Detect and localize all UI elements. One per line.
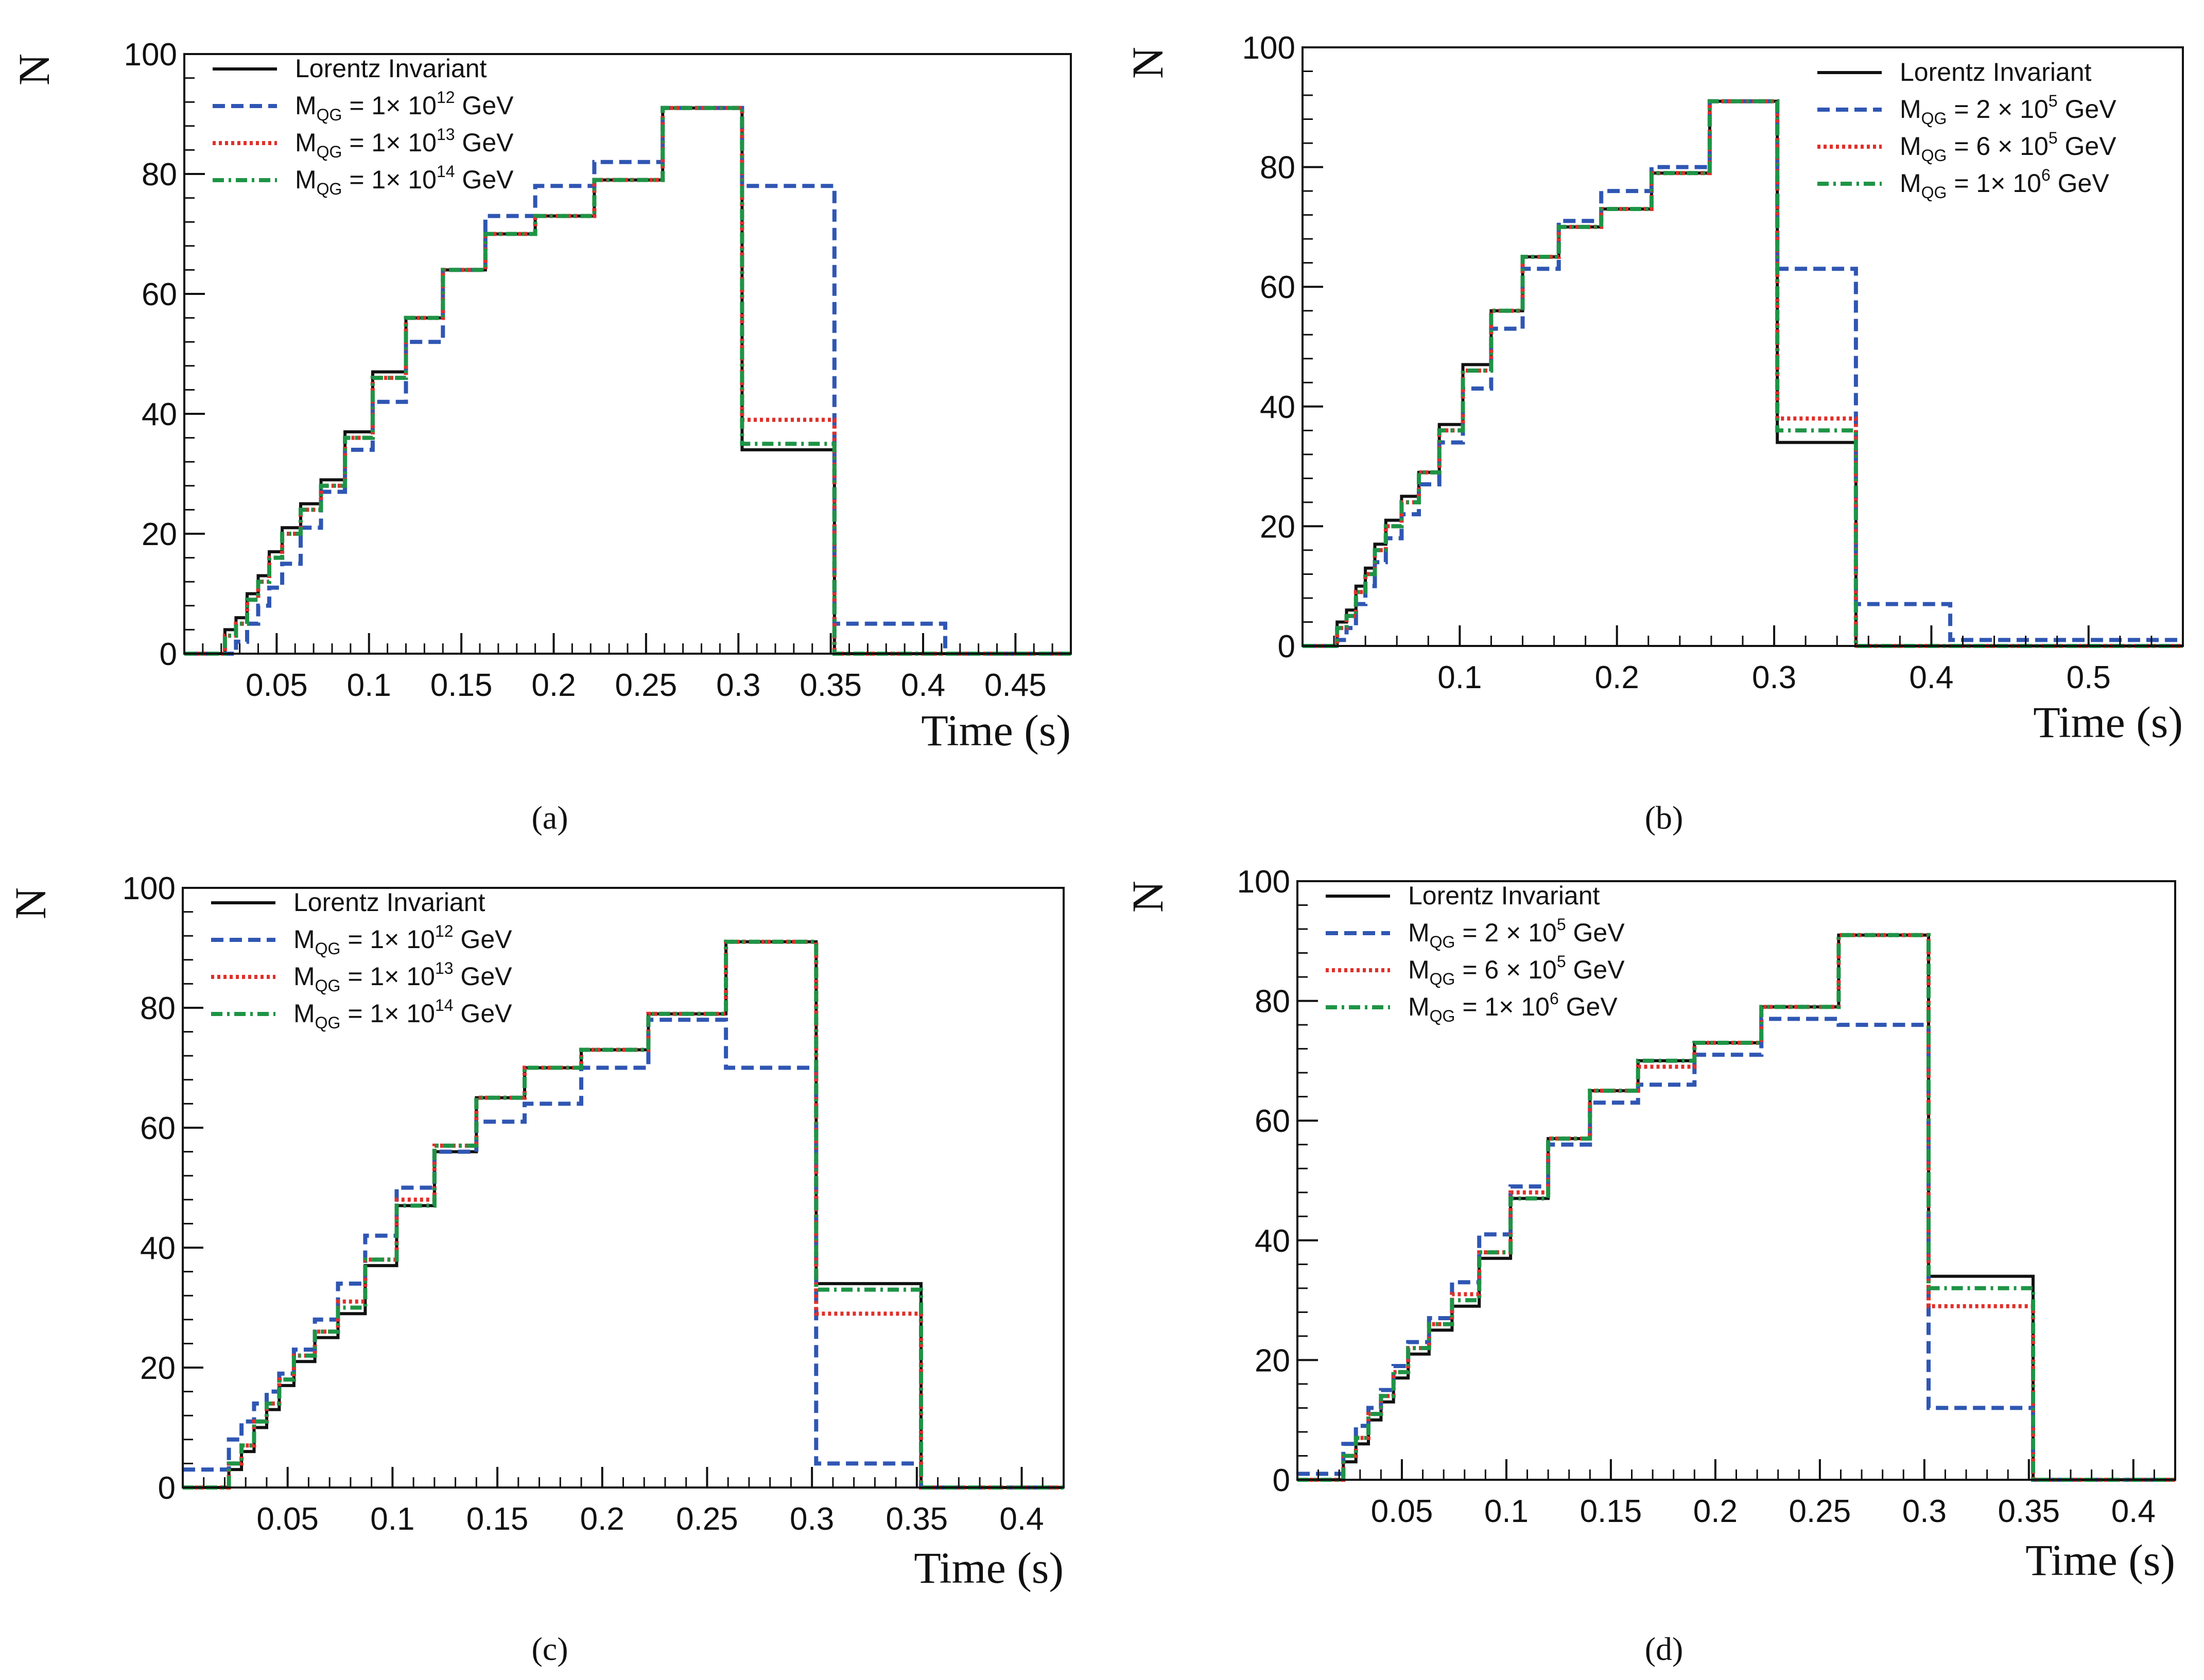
legend-label-blue: MQG = 2 × 105 GeV xyxy=(1900,92,2116,128)
legend-label-blue: MQG = 1× 1012 GeV xyxy=(293,922,512,958)
x-tick-label: 0.35 xyxy=(1998,1494,2060,1529)
x-tick-label: 0.1 xyxy=(1437,660,1482,695)
y-axis-title: N xyxy=(9,54,59,85)
y-tick-label: 20 xyxy=(1260,509,1295,545)
x-tick-label: 0.3 xyxy=(1752,660,1796,695)
series-line-green xyxy=(183,939,1064,1490)
y-tick-label: 0 xyxy=(160,637,177,672)
legend-label-lorentz-invariant: Lorentz Invariant xyxy=(295,54,487,83)
series-line-green xyxy=(184,106,1071,656)
x-tick-label: 0.25 xyxy=(676,1501,738,1537)
legend-label-red: MQG = 6 × 105 GeV xyxy=(1408,952,1625,988)
x-tick-label: 0.3 xyxy=(790,1501,834,1537)
x-tick-label: 0.35 xyxy=(886,1501,948,1537)
y-tick-label: 100 xyxy=(1242,30,1295,66)
x-tick-label: 0.2 xyxy=(580,1501,624,1537)
x-tick-label: 0.25 xyxy=(615,668,678,703)
y-tick-label: 60 xyxy=(1260,270,1295,305)
y-tick-label: 80 xyxy=(142,157,177,192)
y-tick-label: 40 xyxy=(142,397,177,432)
legend-label-red: MQG = 1× 1013 GeV xyxy=(295,125,514,161)
x-tick-label: 0.05 xyxy=(256,1501,319,1537)
x-tick-label: 0.4 xyxy=(1909,660,1953,695)
x-tick-label: 0.25 xyxy=(1789,1494,1851,1529)
x-tick-label: 0.1 xyxy=(347,668,391,703)
x-tick-label: 0.1 xyxy=(370,1501,414,1537)
series-line-blue xyxy=(1297,1017,2175,1482)
series-line-blue xyxy=(183,1018,1064,1490)
x-tick-label: 0.3 xyxy=(1902,1494,1947,1529)
x-tick-label: 0.35 xyxy=(800,668,862,703)
x-tick-label: 0.4 xyxy=(2111,1494,2156,1529)
x-axis-title: Time (s) xyxy=(2025,1535,2175,1585)
legend-label-green: MQG = 1× 106 GeV xyxy=(1408,989,1618,1025)
legend-label-blue: MQG = 1× 1012 GeV xyxy=(295,88,514,124)
legend-label-green: MQG = 1× 1014 GeV xyxy=(293,996,512,1032)
legend-label-green: MQG = 1× 1014 GeV xyxy=(295,162,514,198)
x-tick-label: 0.45 xyxy=(984,668,1047,703)
legend-label-blue: MQG = 2 × 105 GeV xyxy=(1408,915,1625,951)
legend-label-lorentz-invariant: Lorentz Invariant xyxy=(293,888,485,917)
y-tick-label: 100 xyxy=(1237,864,1290,900)
series-line-green xyxy=(1303,99,2183,648)
x-tick-label: 0.2 xyxy=(1693,1494,1738,1529)
x-tick-label: 0.15 xyxy=(466,1501,529,1537)
y-tick-label: 40 xyxy=(1255,1223,1290,1259)
y-tick-label: 60 xyxy=(140,1111,176,1146)
chart-panel-a: 0 20 40 60 80 100 0.05 0.1 0.15 0.2 0.25 0.3 0.35 0.4… xyxy=(9,37,1072,836)
y-tick-label: 60 xyxy=(142,277,177,312)
y-tick-label: 60 xyxy=(1255,1104,1290,1139)
y-tick-label: 0 xyxy=(158,1471,176,1506)
y-tick-label: 20 xyxy=(142,517,177,552)
panel-caption: (b) xyxy=(1645,799,1684,836)
y-tick-label: 20 xyxy=(140,1351,176,1386)
y-tick-label: 0 xyxy=(1278,629,1295,664)
panel-caption: (c) xyxy=(531,1631,568,1667)
x-tick-label: 0.05 xyxy=(246,668,308,703)
y-tick-label: 100 xyxy=(124,37,177,73)
y-tick-label: 80 xyxy=(1255,984,1290,1020)
x-tick-label: 0.2 xyxy=(1595,660,1639,695)
legend-label-red: MQG = 6 × 105 GeV xyxy=(1900,129,2116,165)
x-axis-title: Time (s) xyxy=(921,706,1071,755)
legend-label-lorentz-invariant: Lorentz Invariant xyxy=(1900,58,2092,86)
x-tick-label: 0.2 xyxy=(531,668,576,703)
x-axis-title: Time (s) xyxy=(914,1543,1064,1592)
x-tick-label: 0.1 xyxy=(1484,1494,1529,1529)
y-tick-label: 40 xyxy=(140,1231,176,1266)
y-axis-title: N xyxy=(1123,47,1172,79)
x-tick-label: 0.4 xyxy=(999,1501,1044,1537)
x-tick-label: 0.15 xyxy=(1580,1494,1642,1529)
x-tick-label: 0.5 xyxy=(2067,660,2111,695)
chart-panel-c: 0 20 40 60 80 100 0.05 0.1 0.15 0.2 0.25 0.3 0.35 0.4… xyxy=(6,871,1065,1667)
y-axis-title: N xyxy=(1123,881,1172,913)
y-tick-label: 40 xyxy=(1260,390,1295,425)
legend-label-green: MQG = 1× 106 GeV xyxy=(1900,166,2109,202)
x-tick-label: 0.4 xyxy=(901,668,945,703)
y-tick-label: 100 xyxy=(123,871,176,906)
x-tick-label: 0.05 xyxy=(1371,1494,1433,1529)
y-tick-label: 80 xyxy=(1260,150,1295,186)
x-tick-label: 0.3 xyxy=(716,668,760,703)
y-tick-label: 20 xyxy=(1255,1343,1290,1378)
panel-caption: (d) xyxy=(1645,1631,1684,1667)
chart-panel-d: 0 20 40 60 80 100 0.05 0.1 0.15 0.2 0.25 0.3 0.35 0.4… xyxy=(1123,864,2176,1667)
y-tick-label: 0 xyxy=(1273,1463,1290,1498)
panel-caption: (a) xyxy=(531,799,568,836)
series-line-green xyxy=(1297,933,2175,1482)
legend-label-lorentz-invariant: Lorentz Invariant xyxy=(1408,881,1600,910)
x-axis-title: Time (s) xyxy=(2033,697,2183,747)
y-axis-title: N xyxy=(6,887,55,919)
y-tick-label: 80 xyxy=(140,991,176,1026)
x-tick-label: 0.15 xyxy=(430,668,493,703)
legend-label-red: MQG = 1× 1013 GeV xyxy=(293,959,512,995)
